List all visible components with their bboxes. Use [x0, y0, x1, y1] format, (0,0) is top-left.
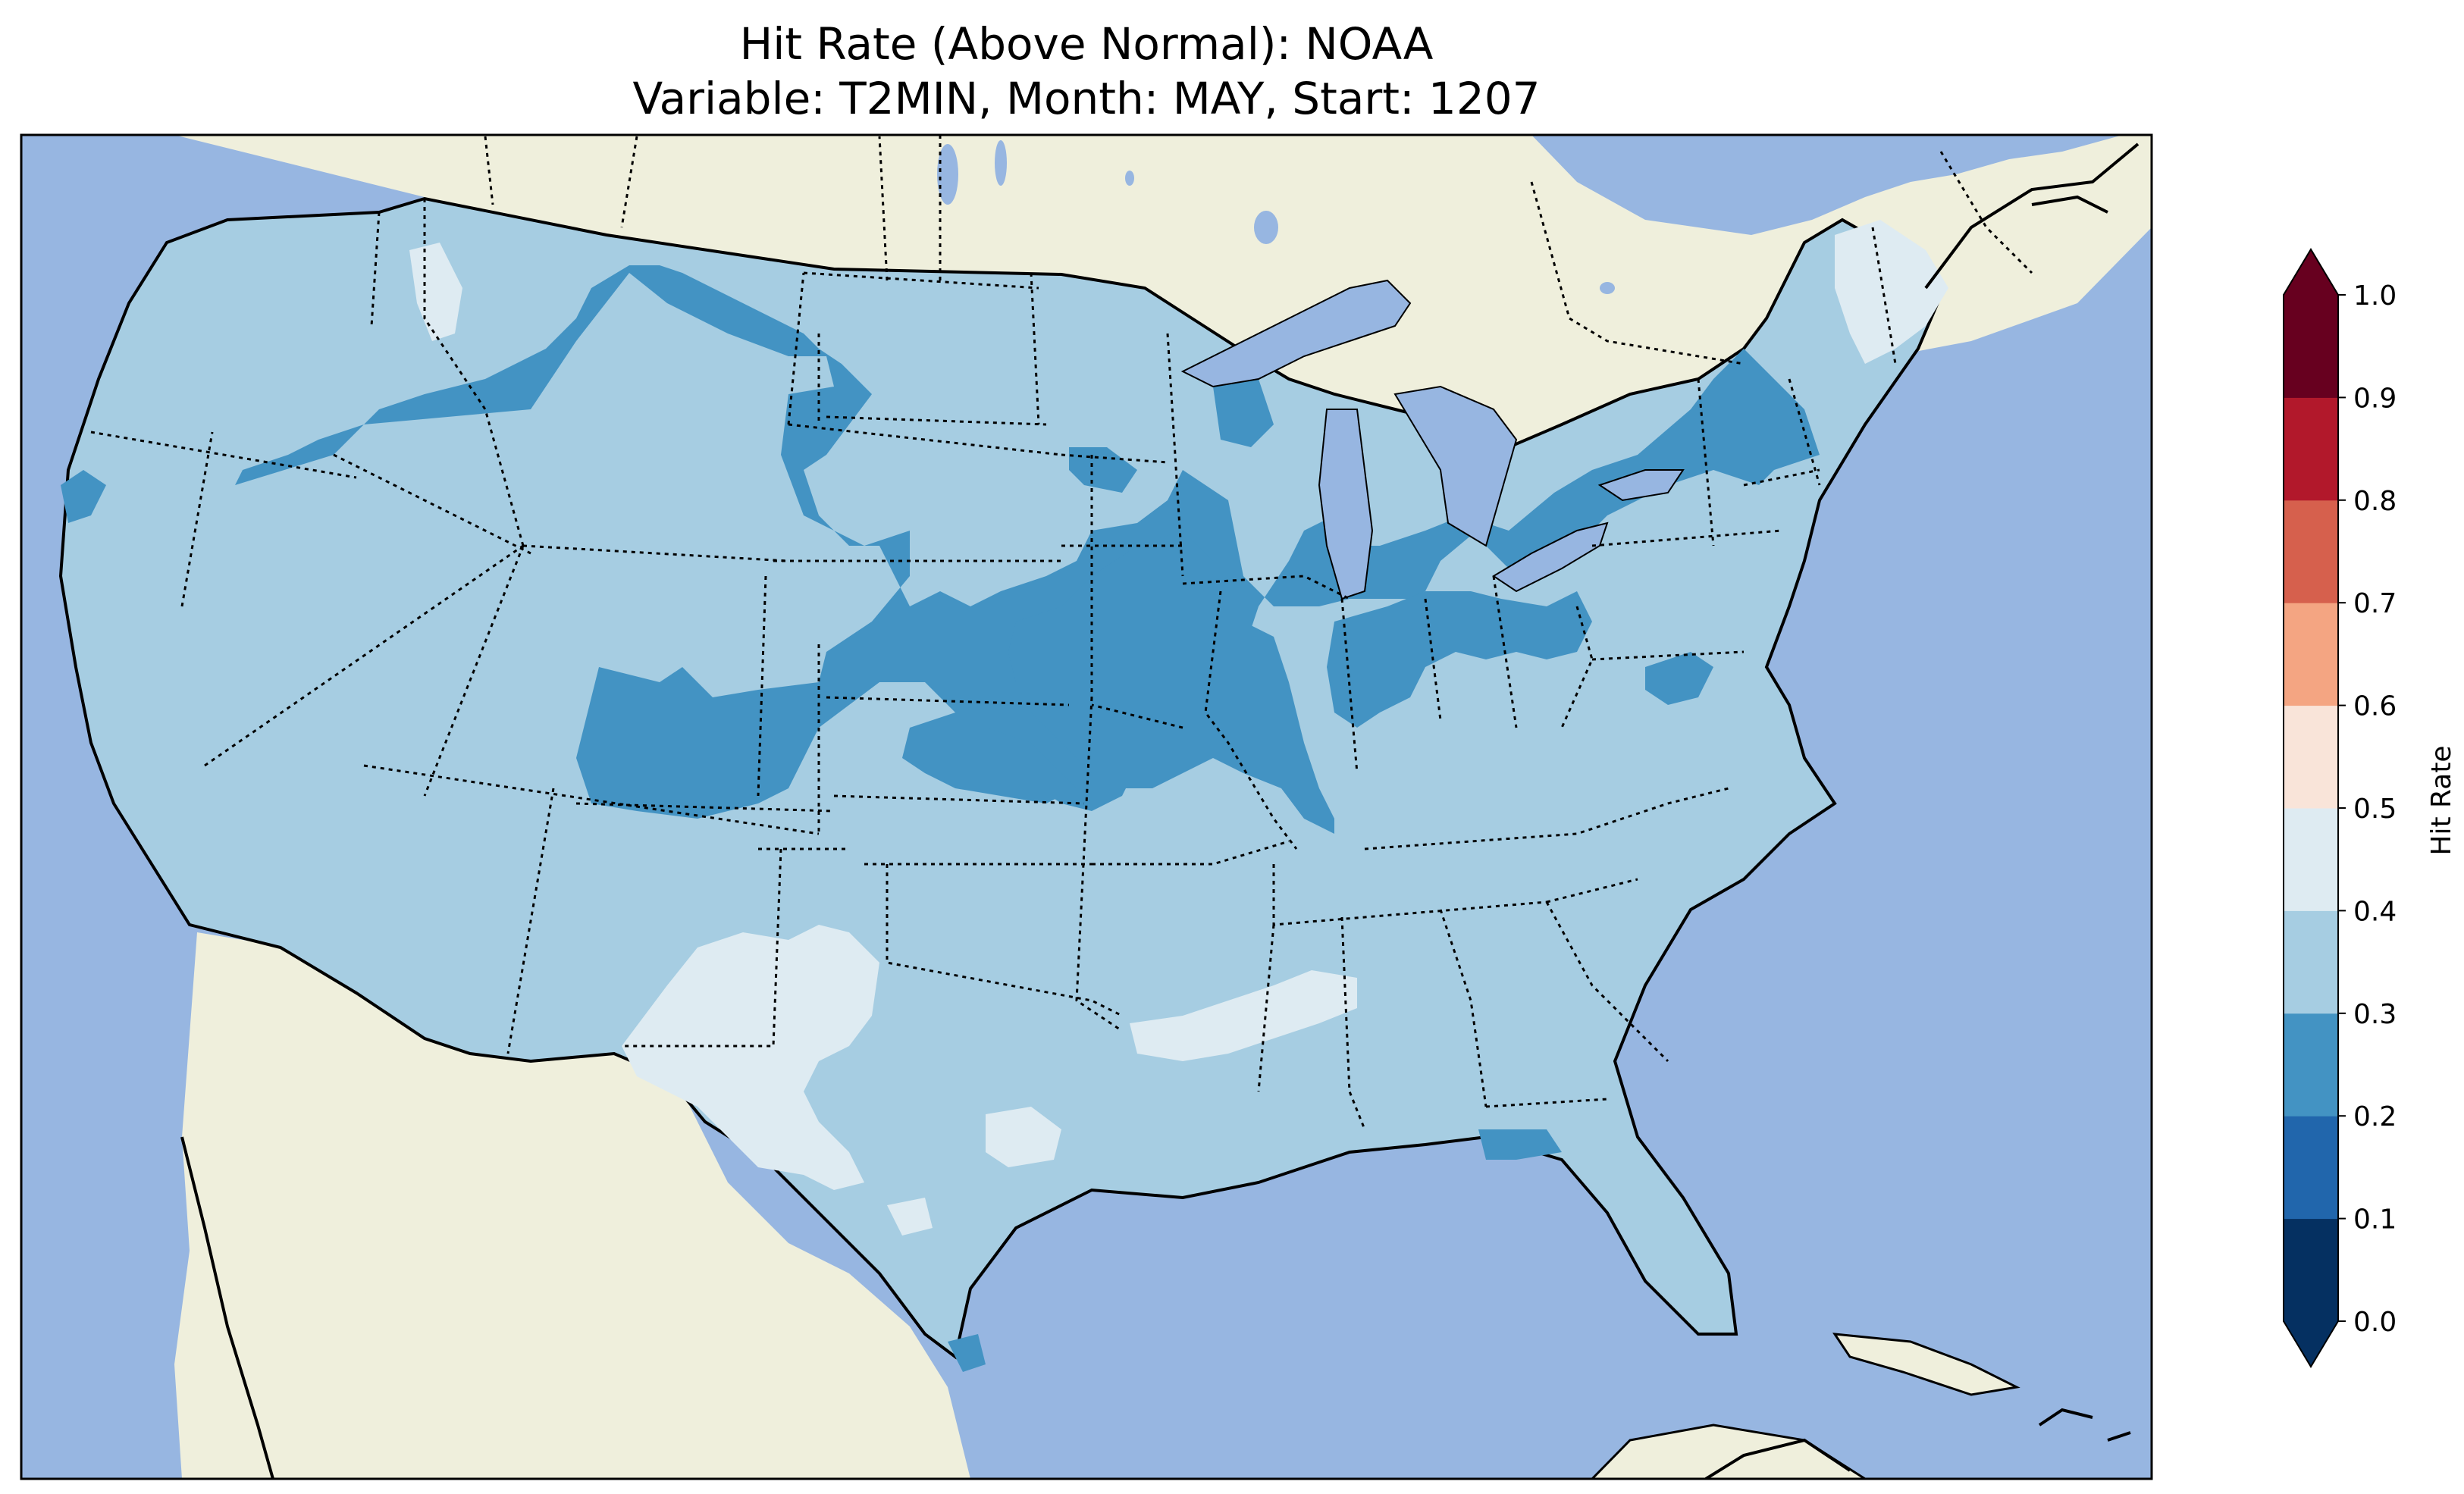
lake-ontario [1597, 469, 1685, 502]
cuba-island [1832, 1333, 2020, 1396]
yucatan-land [1590, 1424, 1867, 1479]
map-content [21, 135, 2152, 1479]
virginia-patch [1645, 652, 1713, 705]
texas-central-patch [986, 1107, 1061, 1167]
indiana-ohio [1327, 591, 1592, 728]
baja-peninsula [227, 947, 409, 1440]
mississippi-patch [1130, 970, 1357, 1061]
wisconsin-patch [1213, 379, 1274, 447]
lake-superior [1180, 279, 1412, 388]
title-line-1: Hit Rate (Above Normal): NOAA [739, 18, 1434, 70]
canadian-lakes [937, 140, 1709, 294]
florida-panhandle-patch [1478, 1129, 1562, 1160]
lake-erie [1492, 521, 1609, 593]
kansas-patch [902, 713, 1077, 803]
lake-huron [1393, 385, 1518, 547]
coastlines [180, 143, 2140, 1479]
lake-michigan [1318, 409, 1374, 600]
new-mexico-west-texas [622, 925, 879, 1190]
map-frame [20, 133, 2153, 1480]
texas-south-patch [887, 1198, 933, 1236]
great-lakes [1180, 279, 1685, 600]
map-title: Hit Rate (Above Normal): NOAA Variable: … [21, 17, 2152, 126]
hit-rate-0-4-0-5-regions [409, 220, 1948, 1236]
northwest-band [235, 265, 1820, 819]
oregon-coast-patch [61, 470, 106, 523]
maine-patch [1835, 220, 1948, 364]
texas-coast-patch [948, 1334, 986, 1372]
idaho-patch [409, 243, 462, 341]
title-line-2: Variable: T2MIN, Month: MAY, Start: 1207 [632, 73, 1541, 124]
